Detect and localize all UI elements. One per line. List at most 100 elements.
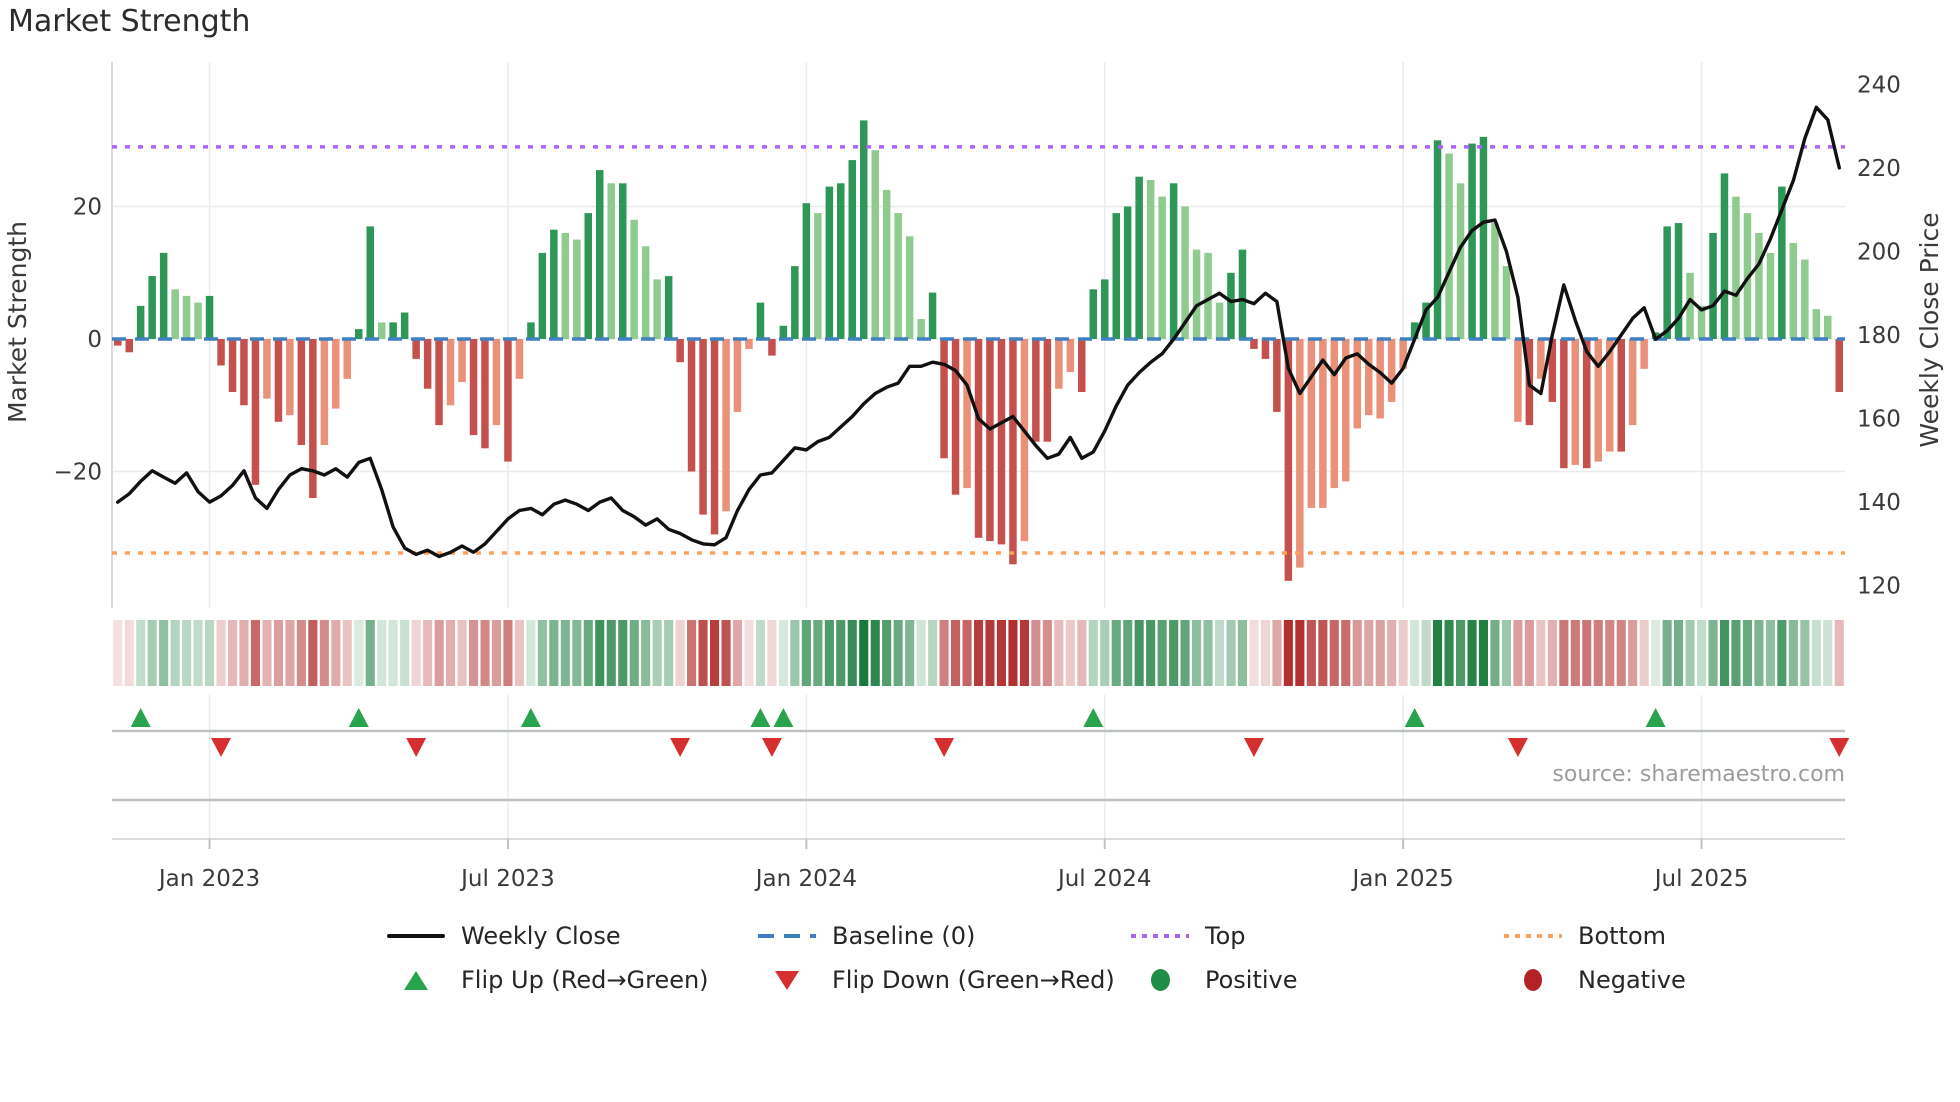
strength-bar: [1709, 233, 1717, 339]
strength-bar: [1089, 289, 1097, 339]
heatmap-cell: [342, 620, 352, 686]
strength-bar: [1296, 339, 1304, 568]
x-axis-tick-label: Jan 2025: [1350, 866, 1453, 892]
heatmap-cell: [790, 620, 800, 686]
strength-bar: [171, 289, 179, 339]
strength-bar: [435, 339, 443, 426]
strength-bar: [182, 295, 191, 339]
heatmap-cell: [687, 620, 697, 686]
strength-bar: [1766, 252, 1775, 339]
strength-bar: [894, 213, 902, 339]
heatmap-cell: [859, 620, 869, 686]
heatmap-cell: [767, 620, 777, 686]
strength-bar: [332, 339, 340, 409]
strength-bar: [1307, 339, 1316, 508]
heatmap-cell: [836, 620, 846, 686]
strength-bar: [515, 339, 524, 379]
legend-item-flip-up: Flip Up (Red→Green): [387, 966, 758, 994]
strength-bar: [619, 183, 627, 339]
strength-bar: [1146, 180, 1155, 339]
heatmap-cell: [1398, 620, 1408, 686]
heatmap-cell: [503, 620, 513, 686]
strength-bar: [1628, 339, 1637, 426]
strength-bar: [1169, 183, 1178, 339]
heatmap-cell: [882, 620, 892, 686]
strength-bar: [366, 226, 374, 339]
strength-bar: [1009, 339, 1017, 565]
heatmap-cell: [1674, 620, 1684, 686]
strength-bar: [1319, 339, 1327, 508]
heatmap-cell: [732, 620, 742, 686]
strength-bar: [986, 339, 994, 542]
heatmap-cell: [985, 620, 995, 686]
left-axis-tick-label: 0: [87, 327, 102, 353]
strength-bar: [1502, 266, 1511, 339]
strength-bar: [251, 339, 260, 485]
heatmap-cell: [939, 620, 949, 686]
strength-bar: [1020, 339, 1029, 542]
strength-bar: [596, 170, 604, 339]
heatmap-cell: [365, 620, 375, 686]
heatmap-cell: [1456, 620, 1466, 686]
right-axis-tick-label: 220: [1857, 156, 1901, 182]
heatmap-cell: [514, 620, 524, 686]
heatmap-cell: [411, 620, 421, 686]
legend-label: Top: [1205, 922, 1246, 950]
strength-bar: [768, 339, 776, 356]
legend-label: Negative: [1578, 966, 1686, 994]
strength-bar: [469, 339, 478, 436]
legend-label: Baseline (0): [832, 922, 976, 950]
strength-bar: [355, 329, 363, 339]
heatmap-cell: [1536, 620, 1546, 686]
strength-bar: [1583, 339, 1591, 469]
heatmap-cell: [1341, 620, 1351, 686]
x-axis-tick-label: Jul 2025: [1653, 866, 1749, 892]
heatmap-cell: [1008, 620, 1018, 686]
heatmap-cell: [1019, 620, 1029, 686]
strength-bar: [446, 339, 455, 406]
heatmap-cell: [1146, 620, 1156, 686]
right-axis-tick-label: 140: [1857, 490, 1901, 516]
heatmap-cell: [1387, 620, 1397, 686]
heatmap-cell: [778, 620, 788, 686]
right-axis-tick-label: 240: [1857, 72, 1901, 98]
heatmap-cell: [1651, 620, 1661, 686]
flip-up-marker: [1645, 708, 1666, 727]
heatmap-cell: [1410, 620, 1420, 686]
heatmap-cell: [1088, 620, 1098, 686]
heatmap-cell: [1134, 620, 1144, 686]
legend-item-baseline: Baseline (0): [758, 922, 1131, 950]
strength-bar: [1445, 153, 1453, 339]
strength-bar: [1158, 196, 1166, 339]
heatmap-cell: [354, 620, 364, 686]
weekly-close-line: [115, 105, 1842, 559]
strength-bar: [1548, 339, 1557, 402]
strength-bar: [825, 186, 834, 339]
heatmap-cell: [262, 620, 272, 686]
strength-bar: [1594, 339, 1602, 462]
heatmap-cell: [652, 620, 662, 686]
strength-bar: [1640, 339, 1648, 369]
x-axis-tick-label: Jan 2024: [754, 866, 857, 892]
heatmap-cell: [847, 620, 857, 686]
strength-bar: [561, 233, 570, 339]
heatmap-cell: [572, 620, 582, 686]
flip-up-marker: [348, 708, 369, 727]
heatmap-cell: [893, 620, 903, 686]
heatmap-cell: [434, 620, 444, 686]
heatmap-strip: [113, 620, 1844, 686]
page-title: Market Strength: [8, 4, 251, 39]
legend-item-flip-down: Flip Down (Green→Red): [758, 966, 1131, 994]
strength-bar: [217, 339, 225, 366]
heatmap-cell: [1559, 620, 1569, 686]
strength-bar: [159, 252, 168, 339]
right-axis-tick-label: 180: [1857, 323, 1901, 349]
heatmap-cell: [159, 620, 169, 686]
left-axis-tick-label: 20: [73, 195, 102, 221]
heatmap-cell: [1157, 620, 1167, 686]
heatmap-cell: [1192, 620, 1202, 686]
heatmap-cell: [870, 620, 880, 686]
heatmap-cell: [1662, 620, 1672, 686]
strength-bar: [1571, 339, 1579, 465]
